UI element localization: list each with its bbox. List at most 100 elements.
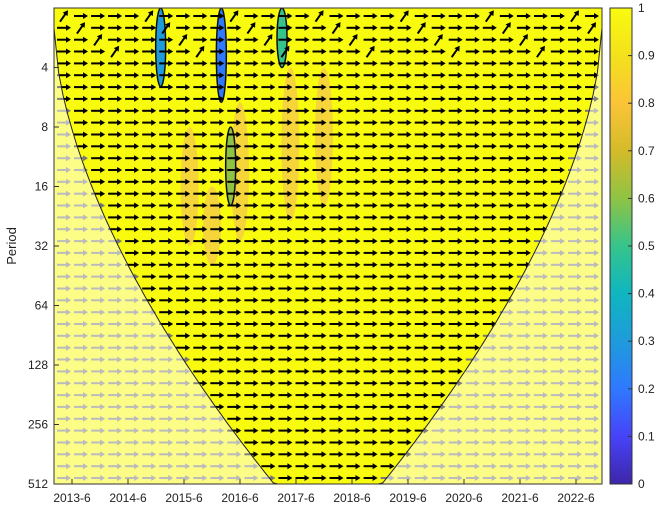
phase-arrow: [278, 36, 293, 43]
phase-arrow: [346, 403, 361, 410]
phase-arrow: [125, 72, 140, 79]
phase-arrow: [278, 439, 293, 446]
phase-arrow: [346, 155, 361, 162]
phase-arrow: [536, 45, 545, 58]
phase-arrow: [363, 72, 378, 79]
phase-arrow: [346, 48, 361, 55]
phase-arrow: [329, 143, 344, 150]
phase-arrow: [159, 155, 174, 162]
phase-arrow: [142, 131, 157, 138]
phase-arrow: [193, 321, 208, 327]
phase-arrow: [416, 22, 426, 35]
phase-arrow: [363, 226, 378, 233]
phase-arrow: [244, 202, 259, 209]
phase-arrow: [465, 214, 480, 221]
phase-arrow: [329, 463, 344, 470]
phase-arrow: [397, 321, 412, 327]
phase-arrow: [331, 22, 341, 35]
phase-arrow: [244, 190, 259, 197]
phase-arrow: [414, 332, 429, 339]
phase-arrow: [482, 36, 497, 43]
phase-arrow: [176, 48, 191, 55]
phase-arrow: [193, 332, 208, 339]
phase-arrow: [499, 36, 514, 43]
phase-arrow: [414, 321, 429, 327]
colorbar-tick-label: 0.9: [638, 49, 655, 63]
phase-arrow: [295, 13, 310, 19]
phase-arrow: [568, 119, 582, 126]
phase-arrow: [448, 119, 463, 126]
phase-arrow: [312, 107, 327, 114]
phase-arrow: [346, 463, 361, 470]
phase-arrow: [227, 261, 242, 268]
phase-arrow: [312, 356, 327, 363]
phase-arrow: [159, 226, 174, 233]
phase-arrow: [312, 48, 327, 55]
phase-arrow: [482, 119, 497, 126]
phase-arrow: [348, 33, 358, 47]
phase-arrow: [448, 178, 463, 185]
phase-arrow: [346, 415, 361, 422]
phase-arrow: [380, 321, 395, 327]
phase-arrow: [516, 190, 531, 197]
phase-arrow: [159, 107, 174, 114]
phase-arrow: [142, 167, 157, 173]
phase-arrow: [397, 368, 412, 375]
phase-arrow: [346, 72, 361, 79]
coherence-fringe: [180, 127, 199, 246]
phase-arrow: [244, 380, 259, 387]
phase-arrow: [431, 119, 446, 126]
phase-arrow: [210, 214, 225, 221]
phase-arrow: [59, 10, 69, 23]
phase-arrow: [227, 285, 242, 292]
phase-arrow: [295, 356, 310, 363]
phase-arrow: [210, 190, 225, 197]
phase-arrow: [227, 131, 242, 138]
phase-arrow: [397, 261, 412, 268]
colorbar-tick-label: 0.8: [638, 96, 655, 110]
phase-arrow: [380, 226, 395, 233]
phase-arrow: [363, 131, 378, 138]
phase-arrow: [312, 119, 327, 126]
phase-arrow: [346, 226, 361, 233]
phase-arrow: [193, 297, 208, 304]
phase-arrow: [227, 226, 242, 233]
phase-arrow: [450, 45, 460, 58]
phase-arrow: [346, 439, 361, 446]
phase-arrow: [431, 380, 446, 387]
phase-arrow: [227, 60, 242, 67]
phase-arrow: [261, 321, 276, 327]
phase-arrow: [484, 10, 494, 23]
phase-arrow: [210, 72, 225, 79]
phase-arrow: [176, 167, 191, 173]
colorbar-tick-label: 0.2: [638, 382, 655, 396]
phase-arrow: [57, 36, 71, 43]
phase-arrow: [448, 309, 463, 316]
phase-arrow: [261, 107, 276, 114]
phase-arrow: [329, 332, 344, 339]
phase-arrow: [533, 95, 548, 102]
phase-arrow: [329, 368, 344, 375]
phase-arrow: [295, 309, 310, 316]
phase-arrow: [448, 226, 463, 233]
phase-arrow: [244, 131, 259, 138]
low-coherence-region: [215, 8, 228, 104]
phase-arrow: [448, 273, 463, 280]
phase-arrow: [329, 72, 344, 79]
phase-arrow: [74, 72, 88, 79]
phase-arrow: [108, 95, 123, 102]
phase-arrow: [312, 60, 327, 67]
phase-arrow: [193, 190, 208, 197]
phase-arrow: [295, 48, 310, 55]
x-tick-label: 2020-6: [445, 491, 483, 505]
phase-arrow: [397, 178, 412, 185]
phase-arrow: [193, 60, 208, 67]
phase-arrow: [585, 60, 599, 67]
phase-arrow: [482, 178, 497, 185]
phase-arrow: [380, 72, 395, 79]
phase-arrow: [499, 202, 514, 209]
phase-arrow: [295, 95, 310, 102]
phase-arrow: [74, 13, 88, 19]
phase-arrow: [363, 190, 378, 197]
phase-arrow: [210, 107, 225, 114]
